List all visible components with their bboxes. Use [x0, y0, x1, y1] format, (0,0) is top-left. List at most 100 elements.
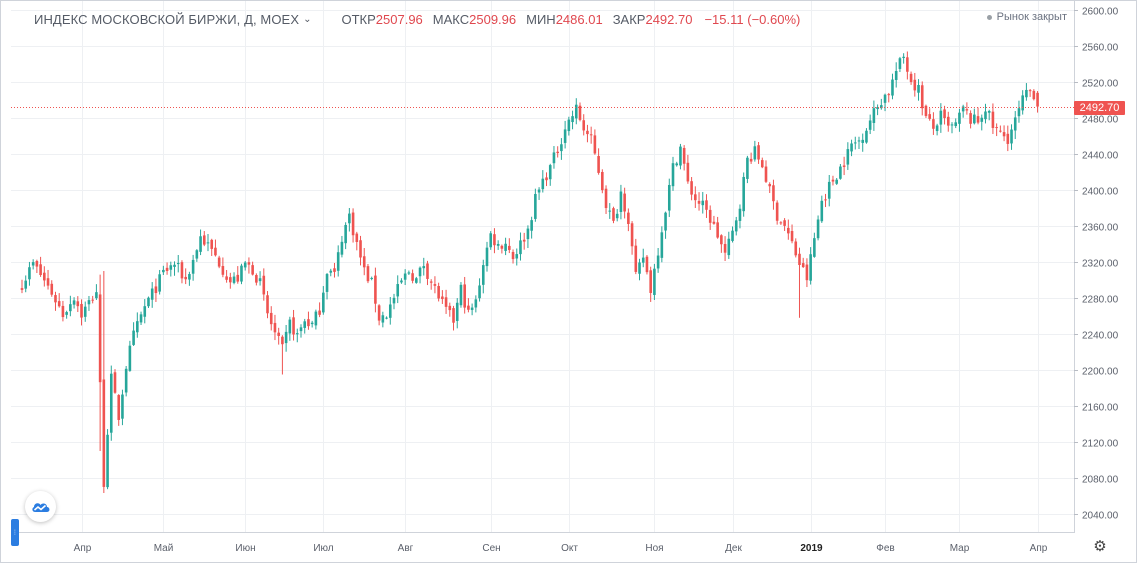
- candle-body: [147, 297, 150, 307]
- candle-body: [422, 266, 426, 269]
- candle-body: [839, 166, 842, 179]
- x-tick-label: Сен: [482, 543, 500, 554]
- scroll-handle[interactable]: ⋮: [11, 519, 19, 546]
- candle-body: [418, 267, 422, 277]
- candle-body: [519, 240, 522, 255]
- candle-body: [366, 266, 370, 282]
- candle-body: [385, 317, 388, 319]
- candle-body: [515, 254, 519, 259]
- candle-body: [757, 145, 760, 160]
- candle-body: [455, 302, 459, 322]
- candle-body: [1006, 133, 1010, 144]
- candle-body: [976, 116, 980, 123]
- candle-body: [158, 274, 161, 292]
- candle-body: [258, 278, 262, 282]
- candle-body: [288, 319, 292, 334]
- candle-body: [24, 280, 28, 289]
- gear-icon[interactable]: ⚙: [1093, 538, 1107, 555]
- candle-body: [671, 163, 675, 187]
- candle-body: [835, 179, 838, 184]
- candle-body: [236, 274, 240, 282]
- market-status: Рынок закрыт: [986, 11, 1067, 23]
- plot-area[interactable]: [11, 1, 1075, 533]
- candle-body: [913, 79, 917, 91]
- candle-body: [262, 275, 266, 295]
- y-tick-label: 2040.00: [1082, 511, 1119, 522]
- candle-body: [247, 262, 251, 265]
- candle-body: [958, 112, 961, 124]
- candle-body: [143, 306, 147, 317]
- candle-body: [801, 263, 805, 268]
- candle-body: [173, 264, 176, 267]
- x-tick-label: Июн: [235, 543, 255, 554]
- candle-body: [117, 395, 121, 420]
- candle-body: [72, 300, 76, 305]
- x-tick-label: Апр: [74, 543, 92, 554]
- candle-body: [530, 220, 533, 231]
- candle-body: [686, 162, 690, 182]
- candle-body: [742, 176, 745, 212]
- candle-body: [362, 256, 366, 268]
- candle-body: [556, 151, 559, 154]
- candle-body: [87, 300, 91, 305]
- candle-body: [1032, 90, 1036, 100]
- candle-body: [891, 79, 894, 96]
- candle-body: [132, 330, 135, 345]
- candle-body: [243, 262, 247, 268]
- candle-body: [496, 243, 500, 246]
- y-tick-label: 2560.00: [1082, 43, 1119, 54]
- x-tick-label: Фев: [876, 543, 894, 554]
- close-value: 2492.70: [645, 11, 693, 27]
- candle-body: [188, 274, 191, 280]
- candle-body: [1036, 92, 1039, 107]
- grip-icon: ⋮: [12, 529, 18, 536]
- candle-body: [552, 152, 556, 164]
- candle-body: [887, 94, 891, 96]
- candle-body: [124, 368, 128, 393]
- candle-body: [894, 70, 898, 80]
- candle-body: [474, 299, 478, 308]
- candle-body: [255, 275, 258, 283]
- y-tick-label: 2240.00: [1082, 331, 1119, 342]
- candle-body: [355, 233, 359, 242]
- candle-body: [508, 245, 511, 250]
- candle-body: [374, 275, 377, 304]
- x-tick-label: Апр: [1030, 543, 1048, 554]
- candle-body: [370, 277, 373, 279]
- candle-body: [902, 56, 905, 59]
- y-tick-label: 2600.00: [1082, 7, 1119, 18]
- tradingview-logo[interactable]: [25, 491, 56, 522]
- candle-body: [281, 336, 284, 345]
- candle-body: [537, 189, 541, 193]
- candle-body: [136, 321, 139, 333]
- candle-body: [396, 284, 400, 297]
- x-tick-label: 2019: [800, 543, 823, 554]
- candle-body: [593, 135, 597, 154]
- candle-body: [984, 111, 987, 120]
- candle-body: [950, 124, 954, 126]
- candle-body: [738, 208, 742, 221]
- y-tick-label: 2440.00: [1082, 151, 1119, 162]
- candle-body: [180, 262, 184, 279]
- candle-body: [772, 185, 775, 202]
- symbol-title[interactable]: ИНДЕКС МОСКОВСКОЙ БИРЖИ, Д, MOEX: [34, 11, 300, 27]
- candle-body: [679, 146, 682, 166]
- candle-body: [534, 193, 537, 219]
- chevron-down-icon[interactable]: ⌄: [303, 13, 312, 25]
- x-tick-label: Мар: [950, 543, 970, 554]
- candle-body: [824, 199, 827, 201]
- close-label: ЗАКР: [612, 11, 646, 27]
- candle-body: [917, 84, 920, 93]
- candle-body: [184, 276, 187, 280]
- y-tick-label: 2200.00: [1082, 367, 1119, 378]
- candle-body: [251, 265, 254, 275]
- y-tick-label: 2520.00: [1082, 79, 1119, 90]
- candle-body: [20, 288, 24, 290]
- candle-body: [106, 434, 109, 488]
- y-tick-label: 2480.00: [1082, 115, 1119, 126]
- x-tick-label: Дек: [725, 543, 742, 554]
- candle-body: [727, 238, 731, 256]
- candle-body: [612, 208, 615, 221]
- candle-body: [664, 212, 667, 231]
